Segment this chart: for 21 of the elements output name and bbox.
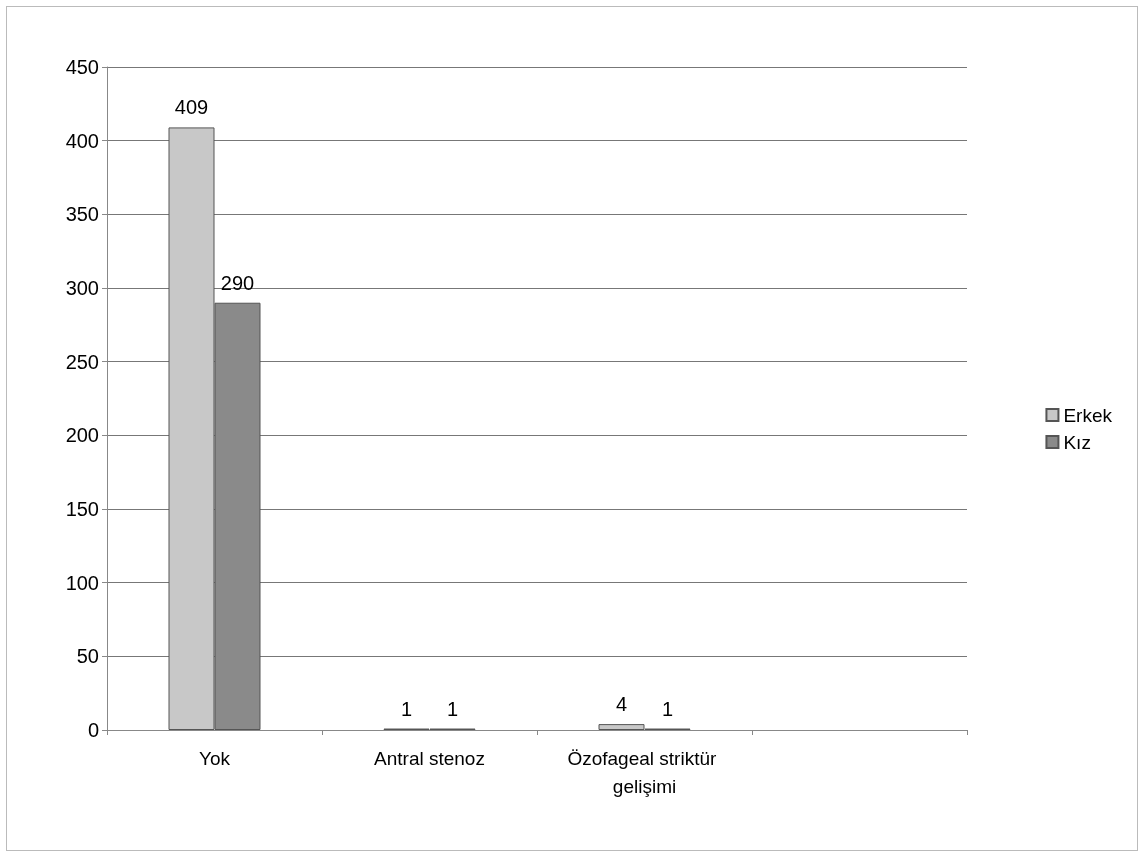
data-label: 1 — [446, 697, 459, 720]
data-label: 4 — [615, 693, 628, 716]
x-tick-label: Yok — [199, 747, 231, 769]
data-label: 1 — [661, 697, 674, 720]
y-tick-label: 250 — [65, 350, 99, 373]
y-tick-label: 100 — [65, 571, 99, 594]
x-tick-label: Antral stenoz — [374, 747, 485, 769]
y-tick-label: 200 — [65, 424, 99, 447]
legend-label: Kız — [1063, 431, 1091, 453]
y-tick-label: 50 — [76, 645, 99, 668]
x-tick-label: Özofageal striktür gelişimi — [567, 747, 722, 797]
data-label: 409 — [174, 96, 209, 119]
data-label: 1 — [400, 697, 413, 720]
legend-label: Erkek — [1063, 404, 1113, 426]
data-label: 290 — [220, 271, 255, 294]
y-tick-label: 450 — [65, 56, 99, 78]
y-tick-label: 0 — [87, 719, 99, 741]
y-tick-label: 300 — [65, 277, 99, 299]
y-tick-label: 400 — [65, 129, 99, 152]
y-tick-label: 150 — [65, 498, 99, 520]
y-tick-label: 350 — [65, 203, 99, 226]
